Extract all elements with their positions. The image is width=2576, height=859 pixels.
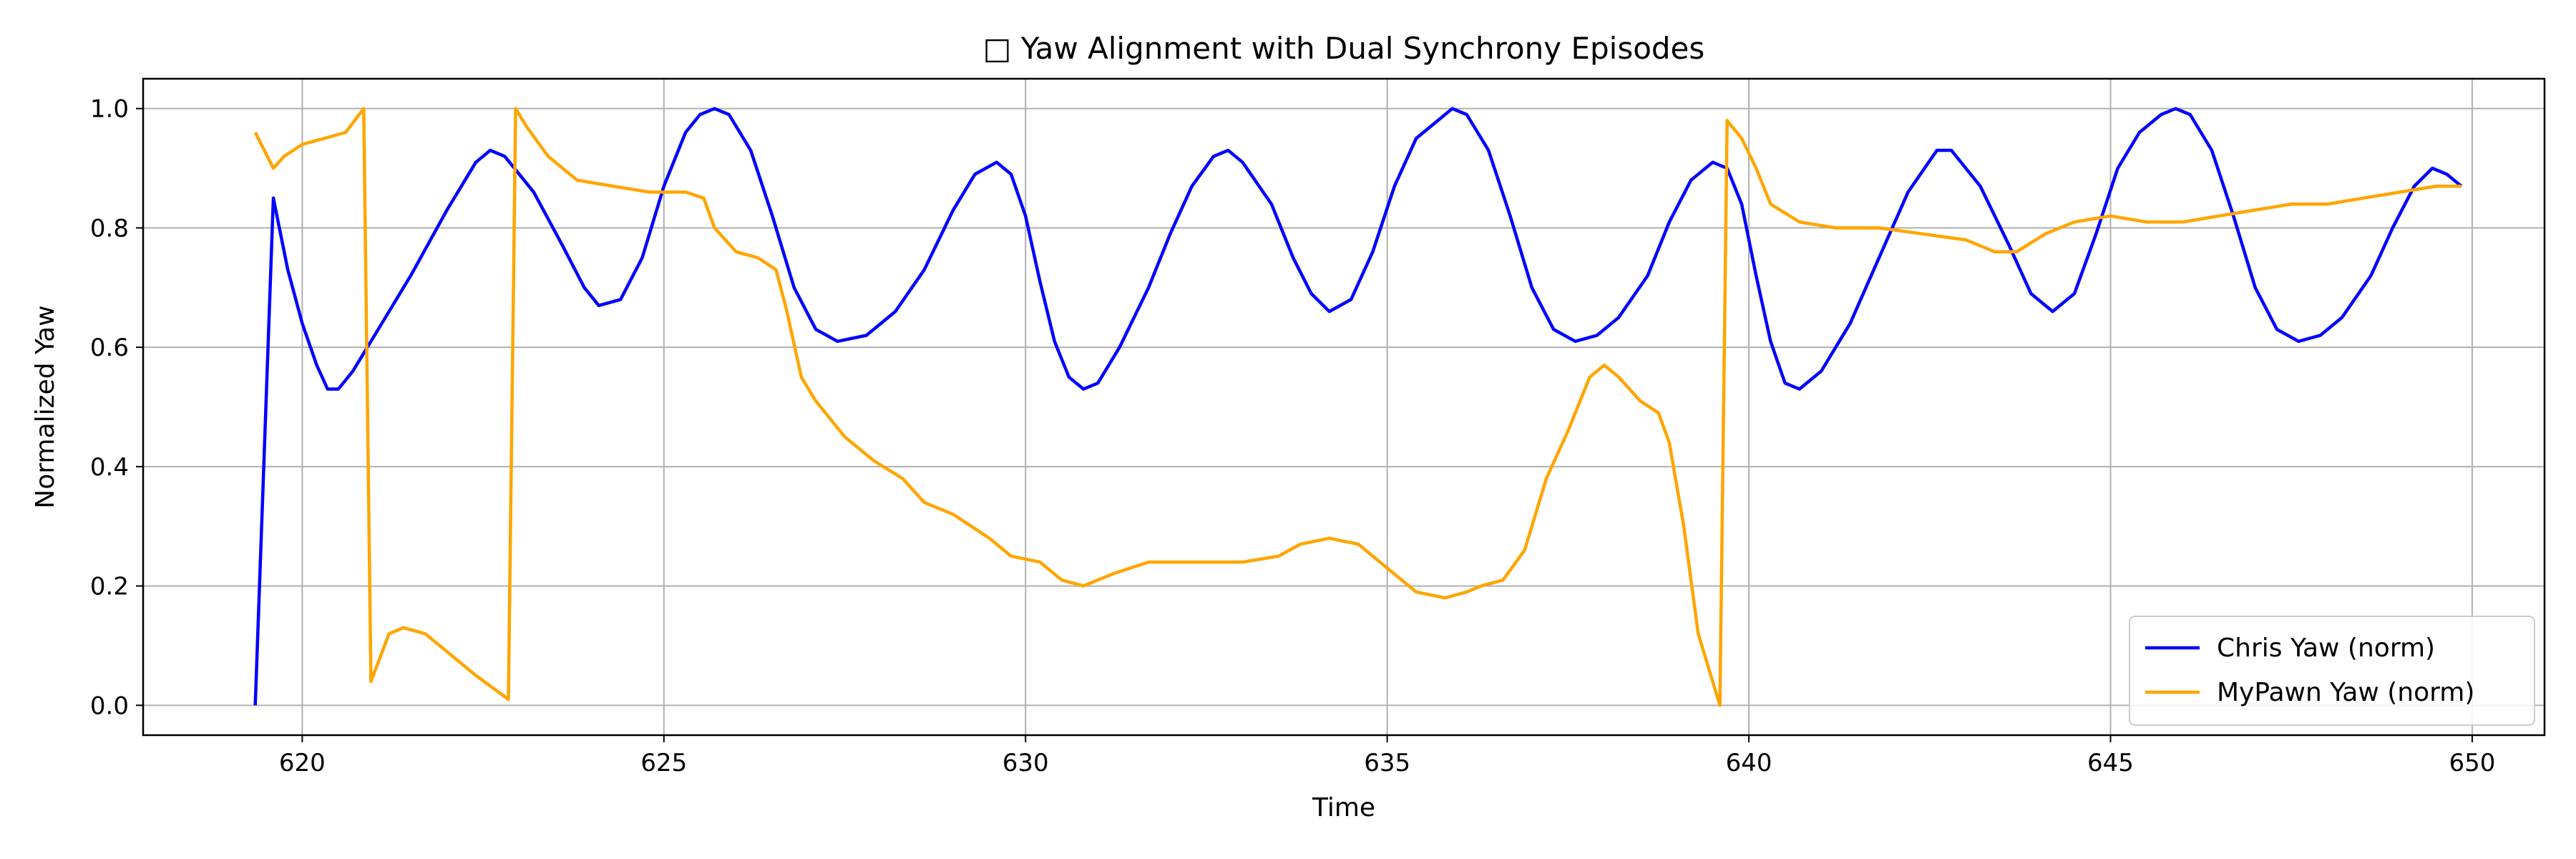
plot-frame [142, 77, 2546, 737]
y-tick-label: 0.6 [90, 334, 129, 362]
legend-box [2129, 616, 2535, 726]
legend: Chris Yaw (norm) MyPawn Yaw (norm) [2129, 616, 2535, 726]
legend-label-chris: Chris Yaw (norm) [2217, 634, 2435, 663]
chris-yaw-line [253, 107, 2463, 706]
x-tick-label: 640 [1726, 749, 1772, 777]
x-tick-label: 635 [1364, 749, 1410, 777]
y-tick-label: 0.0 [90, 691, 129, 720]
y-tick-label: 1.0 [90, 95, 129, 124]
legend-label-mypawn: MyPawn Yaw (norm) [2217, 678, 2474, 707]
y-tick-label: 0.8 [90, 214, 129, 243]
y-axis-label: Normalized Yaw [31, 305, 60, 508]
x-tick-label: 625 [640, 749, 687, 777]
x-tick-label: 645 [2087, 749, 2134, 777]
y-tick-label: 0.2 [90, 573, 129, 601]
x-axis-label: Time [1312, 793, 1375, 822]
x-tick-label: 630 [1002, 749, 1049, 777]
series-lines [253, 107, 2463, 707]
axis-ticks: 620 625 630 635 640 645 650 0.0 0.2 0.4 0.6 0.8 1.0 [90, 95, 2495, 777]
chart-title: □ Yaw Alignment with Dual Synchrony Epis… [983, 31, 1705, 66]
mypawn-yaw-line [253, 107, 2462, 707]
x-tick-label: 620 [279, 749, 326, 777]
x-tick-label: 650 [2449, 749, 2495, 777]
y-tick-label: 0.4 [90, 453, 129, 482]
